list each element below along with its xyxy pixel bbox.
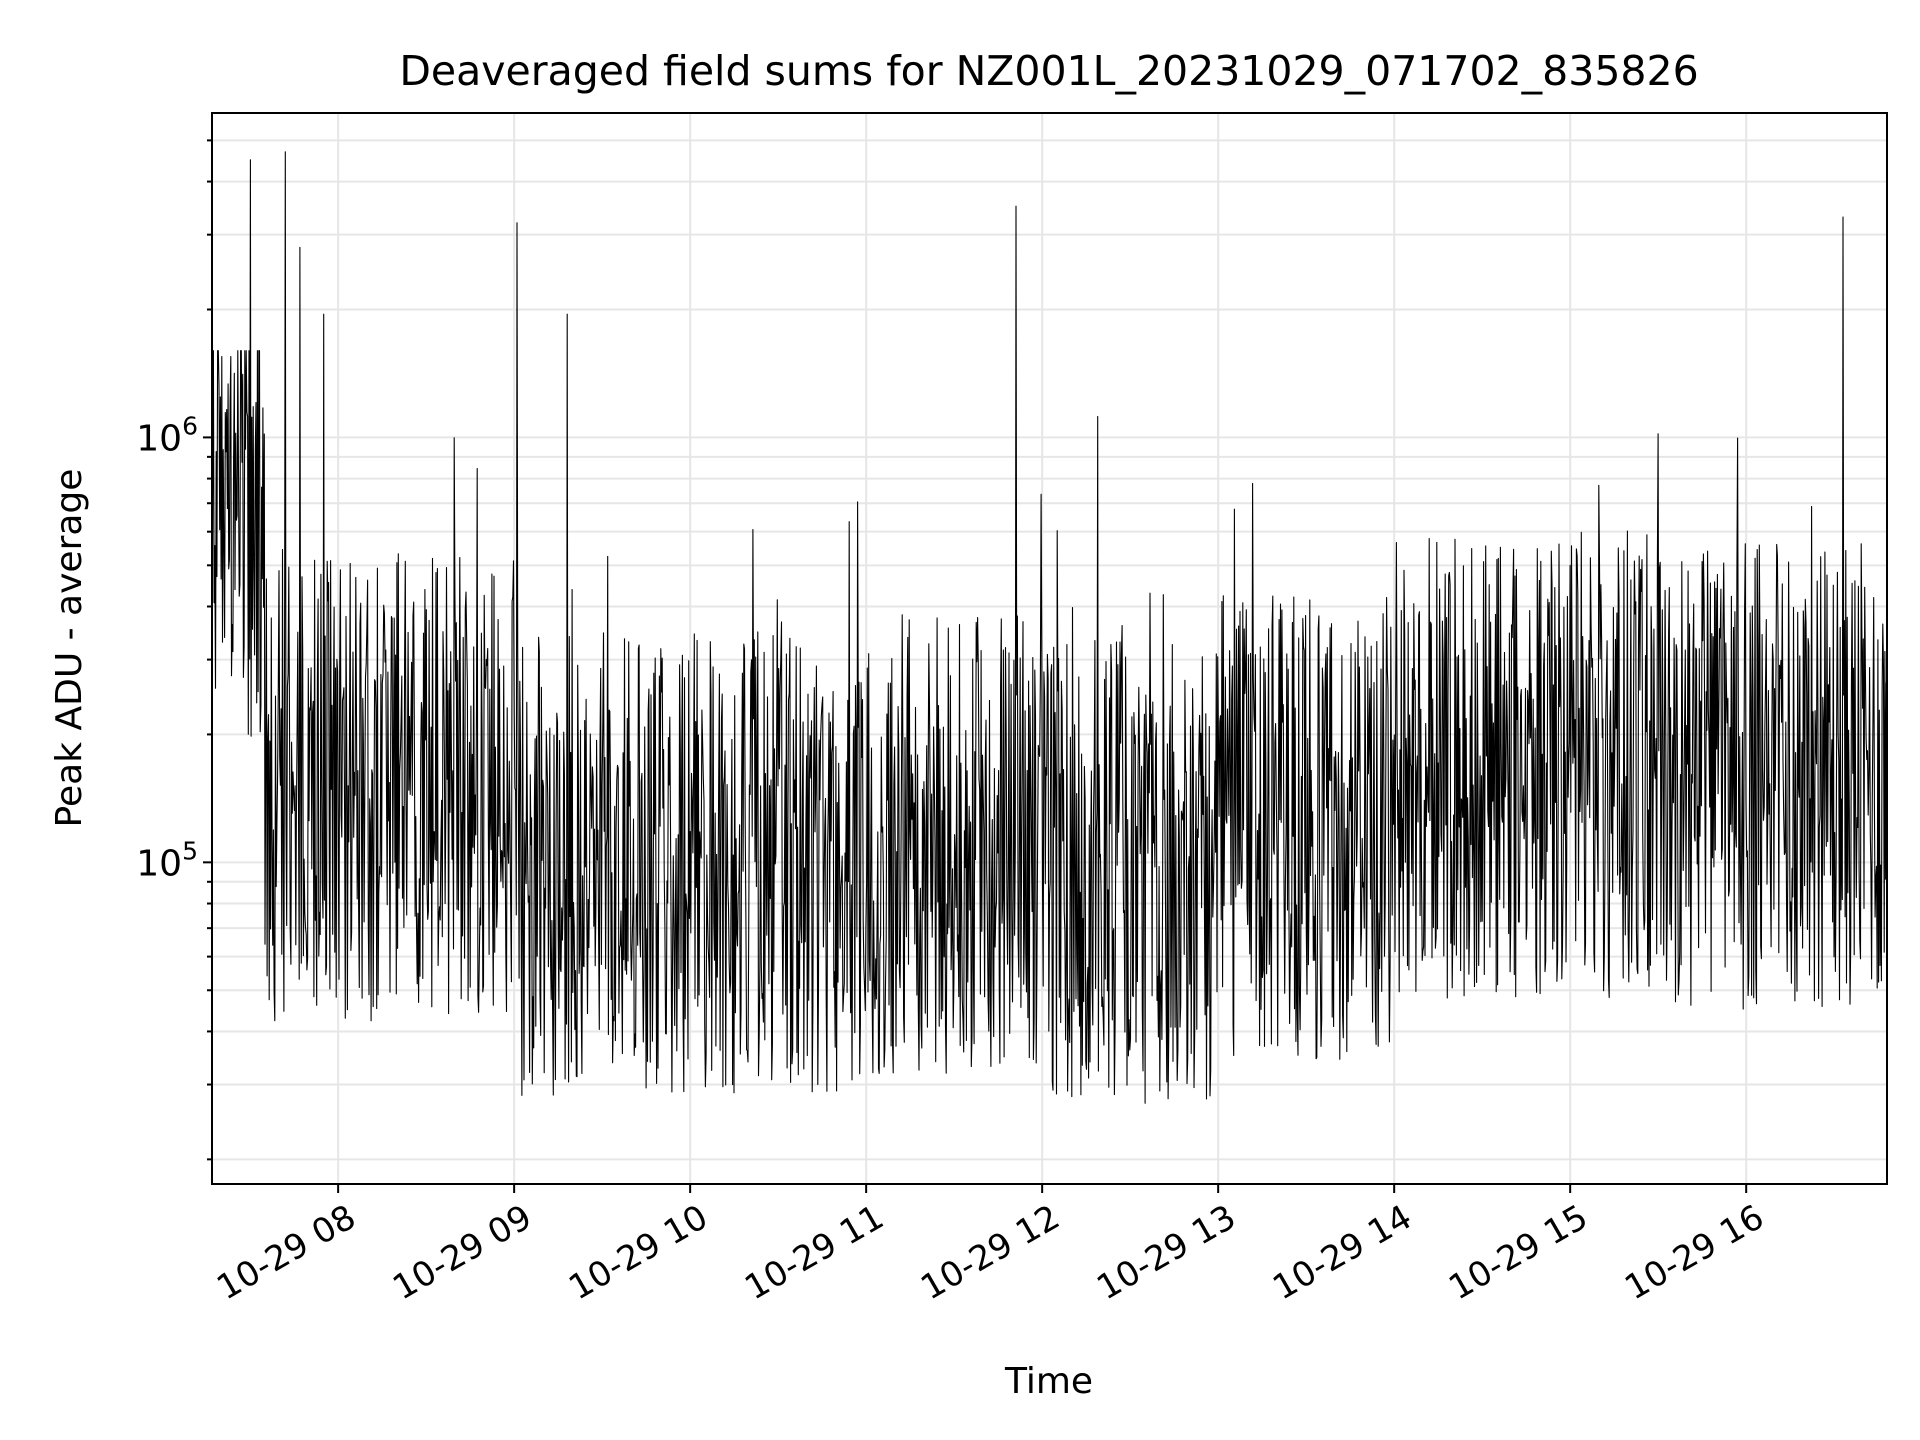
y-tick-exponent: 5 [182,836,198,865]
y-tick-exponent: 6 [182,411,198,440]
y-tick-label: 106 [136,411,198,459]
y-axis-label: Peak ADU - average [49,469,90,828]
grid-layer [212,113,1887,1184]
y-tick-base: 10 [136,843,182,884]
chart-title: Deaveraged field sums for NZ001L_2023102… [399,47,1698,95]
plot-frame [211,112,1888,1185]
y-tick-base: 10 [136,418,182,459]
y-tick-label: 105 [136,836,198,884]
series-line [211,151,1888,1104]
series-layer [211,151,1888,1104]
x-axis-label: Time [1004,1361,1093,1402]
